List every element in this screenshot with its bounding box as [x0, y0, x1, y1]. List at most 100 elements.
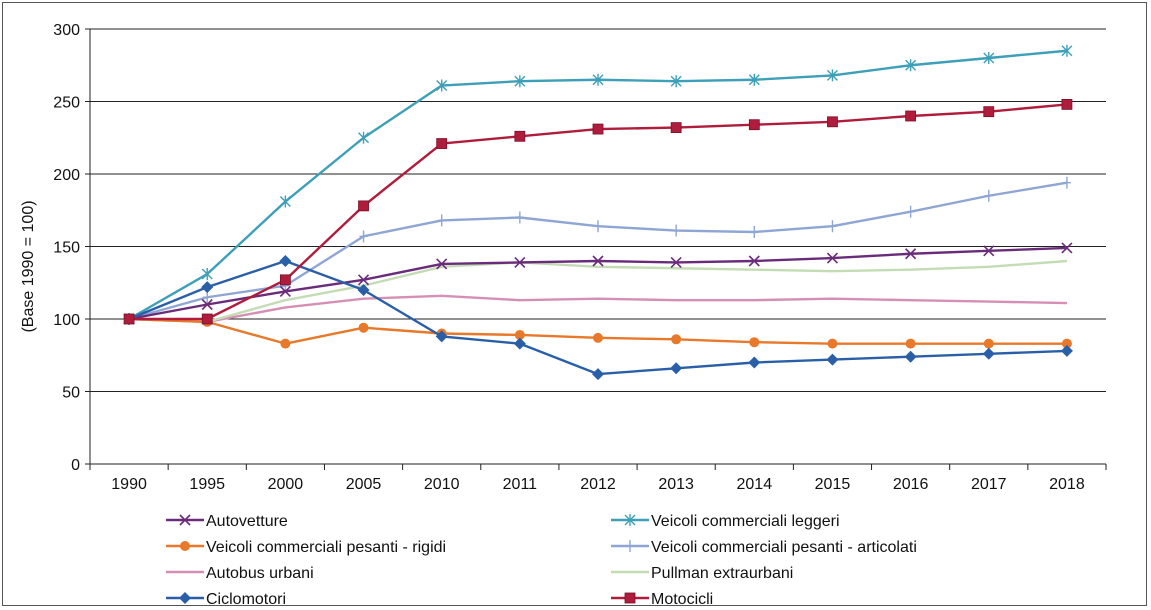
data-point: [1061, 99, 1073, 110]
y-tick-label: 150: [53, 240, 80, 257]
y-tick-label: 200: [53, 167, 80, 184]
data-point: [592, 368, 604, 381]
data-point: [672, 224, 681, 237]
y-tick-label: 100: [53, 312, 80, 329]
data-point: [748, 255, 760, 267]
data-point: [827, 116, 838, 128]
data-point: [983, 52, 995, 64]
series-line: [129, 259, 1068, 324]
data-point: [357, 274, 370, 286]
line-chart: 0 50 100 150 200 250 300 1990 1995 2000 2005 2010 20…: [20, 22, 1107, 607]
legend-label: Autovetture: [206, 513, 288, 530]
legend-marker: [179, 514, 191, 526]
legend-marker: [624, 592, 636, 604]
data-point: [982, 347, 995, 360]
x-tick-label: 2018: [1049, 476, 1085, 493]
data-point: [436, 258, 448, 270]
x-tick-label: 2000: [268, 476, 304, 493]
data-point: [201, 268, 213, 281]
series-line: [129, 103, 1068, 321]
legend-item: Pullman extraurbani: [611, 565, 793, 582]
data-point: [828, 220, 837, 233]
legend-label: Pullman extraurbani: [651, 565, 793, 582]
series-autobus-urbani: [129, 294, 1067, 324]
legend-marker: [624, 514, 636, 526]
legend-item: Veicoli commerciali pesanti - articolati: [611, 539, 917, 556]
data-point: [514, 329, 525, 340]
data-point: [670, 122, 682, 133]
legend: Autovetture Veicoli commerciali leggeri Ve…: [166, 513, 917, 607]
data-point: [670, 256, 682, 269]
legend-item: Autovetture: [166, 513, 288, 530]
data-point: [201, 313, 213, 325]
x-tick-label: 1990: [111, 476, 147, 493]
data-point: [279, 285, 291, 298]
data-point: [983, 338, 994, 349]
data-point: [592, 73, 604, 86]
data-point: [515, 211, 524, 224]
data-point: [358, 131, 370, 144]
x-tick-label: 2012: [580, 476, 616, 493]
legend-label: Ciclomotori: [206, 591, 286, 607]
data-point: [514, 130, 526, 142]
data-point: [748, 356, 761, 369]
series-line: [129, 294, 1067, 324]
data-point: [357, 284, 370, 296]
data-point: [514, 75, 526, 88]
data-point: [1062, 176, 1071, 189]
series-motocicli: [123, 99, 1073, 325]
data-point: [905, 59, 917, 72]
data-point: [826, 69, 838, 82]
legend-item: Autobus urbani: [166, 565, 314, 582]
x-tick-label: 2014: [737, 476, 773, 493]
axes: 0 50 100 150 200 250 300 1990 1995 2000 2005 2010 20…: [53, 22, 1107, 493]
legend-marker: [180, 541, 190, 551]
data-point: [437, 214, 446, 227]
legend-item: Ciclomotori: [166, 591, 286, 607]
data-point: [593, 332, 603, 343]
x-tick-label: 2015: [815, 476, 851, 493]
data-point: [670, 75, 682, 88]
data-point: [436, 138, 448, 149]
legend-label: Motocicli: [651, 591, 713, 607]
y-tick-label: 250: [53, 95, 80, 112]
data-point: [201, 281, 214, 294]
data-point: [358, 322, 369, 333]
x-tick-label: 2010: [424, 476, 460, 493]
y-tick-label: 300: [53, 22, 80, 39]
data-point: [280, 338, 291, 349]
x-tick-label: 1995: [189, 476, 225, 493]
data-point: [906, 205, 915, 218]
data-point: [748, 73, 760, 86]
data-point: [670, 362, 683, 375]
data-point: [594, 220, 602, 233]
data-point: [1060, 344, 1073, 357]
series-veicoli-commerciali-pesanti-articolati: [125, 176, 1071, 325]
legend-item: Veicoli commerciali leggeri: [611, 513, 840, 530]
data-point: [279, 255, 292, 267]
x-tick-label: 2017: [971, 476, 1007, 493]
series-veicoli-commerciali-leggeri: [123, 44, 1073, 325]
y-tick-label: 0: [71, 457, 80, 474]
legend-marker: [179, 592, 191, 604]
series-line: [128, 246, 1067, 321]
data-point: [592, 123, 604, 135]
data-point: [905, 338, 916, 349]
data-point: [748, 119, 760, 131]
data-point: [671, 334, 682, 345]
legend-label: Autobus urbani: [206, 565, 314, 582]
series-line: [128, 49, 1068, 321]
y-axis-label: (Base 1990 = 100): [20, 200, 37, 332]
x-tick-label: 2011: [503, 476, 538, 493]
data-point: [435, 330, 448, 343]
x-tick-label: 2005: [346, 476, 382, 493]
legend-label: Veicoli commerciali leggeri: [651, 513, 840, 530]
legend-item: Motocicli: [611, 591, 713, 607]
gridlines: [90, 28, 1106, 392]
data-point: [279, 274, 291, 286]
series-pullman-extraurbani: [129, 259, 1068, 324]
data-point: [983, 245, 995, 257]
data-point: [201, 298, 213, 311]
series-lines: [123, 44, 1073, 381]
